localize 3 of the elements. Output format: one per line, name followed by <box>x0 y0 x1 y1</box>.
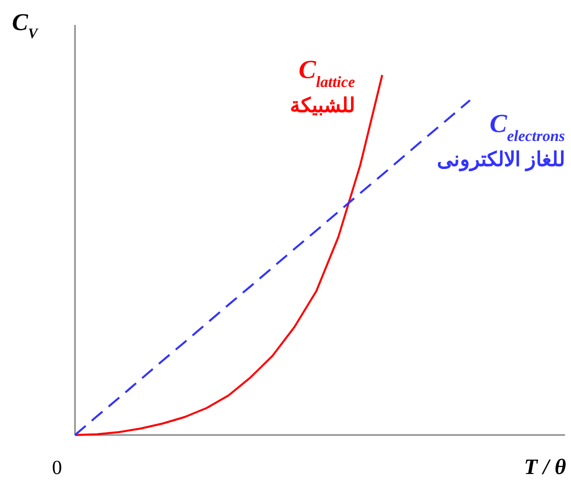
y-axis-title: C$_{V}$ <box>12 10 40 42</box>
text: 0 <box>52 457 62 479</box>
x-axis-title: T / θ <box>524 454 567 479</box>
